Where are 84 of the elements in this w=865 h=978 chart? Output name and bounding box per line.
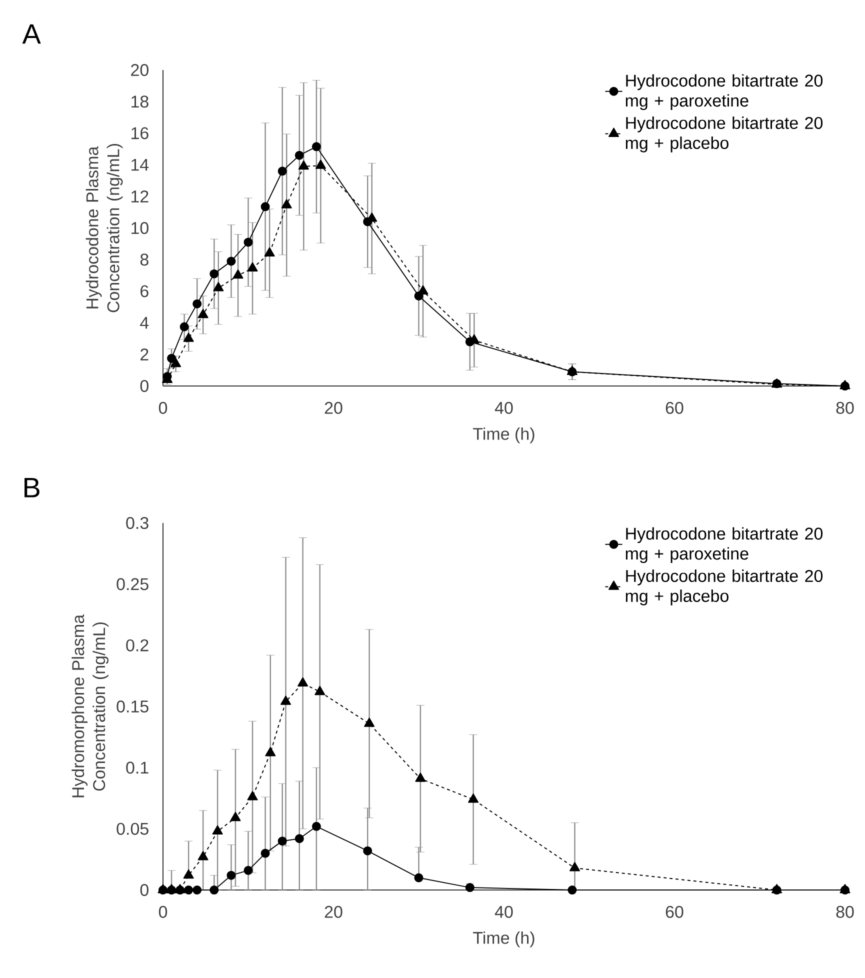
point <box>363 846 372 856</box>
y-tick-label: 18 <box>132 96 148 108</box>
point <box>298 160 309 170</box>
point <box>166 884 177 894</box>
point <box>278 836 287 846</box>
y-axis-title: Hydromorphone Plasma Concentration (ng/mL) <box>72 614 109 798</box>
point <box>210 269 219 278</box>
point <box>265 746 276 756</box>
point <box>226 256 236 266</box>
legend-label: Hydrocodone bitartrate 20 mg + paroxetine <box>626 527 823 564</box>
y-tick-label: 0.1 <box>126 762 148 774</box>
point <box>465 883 474 892</box>
y-tick-label: 8 <box>140 254 148 266</box>
point <box>226 870 236 880</box>
legend-label: Hydrocodone bitartrate 20 mg + paroxetine <box>626 74 823 110</box>
chart-title: B <box>24 478 40 498</box>
point <box>183 869 194 879</box>
point <box>210 886 219 895</box>
point <box>232 269 244 279</box>
x-tick-label: 0 <box>158 402 168 414</box>
x-axis-title: Time (h) <box>473 427 534 444</box>
point <box>192 886 202 895</box>
point <box>247 262 258 272</box>
point <box>260 202 270 212</box>
point <box>192 299 202 308</box>
x-tick-label: 40 <box>494 906 513 918</box>
point <box>183 332 194 342</box>
x-tick-label: 20 <box>324 906 342 918</box>
x-tick-label: 40 <box>494 402 513 414</box>
point <box>230 812 241 822</box>
x-axis-title: Time (h) <box>473 931 534 948</box>
y-tick-label: 20 <box>131 64 148 76</box>
x-tick-label: 80 <box>836 402 854 414</box>
point <box>315 160 326 169</box>
point <box>198 850 208 860</box>
y-tick-label: 0.05 <box>116 822 148 835</box>
point <box>281 199 292 208</box>
point <box>569 862 580 872</box>
point <box>180 322 189 332</box>
point <box>278 166 287 176</box>
point <box>260 848 270 858</box>
y-tick-label: 0.2 <box>126 639 148 652</box>
y-tick-label: 2 <box>140 348 148 360</box>
point <box>312 822 321 831</box>
y-tick-label: 10 <box>132 222 148 234</box>
point <box>212 825 223 835</box>
y-tick-label: 16 <box>132 127 148 140</box>
point <box>247 791 258 800</box>
point <box>294 150 304 160</box>
y-tick-label: 0.3 <box>126 516 148 530</box>
y-axis-title: Hydrocodone Plasma Concentration (ng/mL) <box>86 144 123 312</box>
point <box>312 142 321 152</box>
point <box>418 285 428 294</box>
chart-title: A <box>22 24 41 44</box>
y-tick-label: 6 <box>140 285 148 298</box>
point <box>244 866 253 875</box>
legend-label: Hydrocodone bitartrate 20 mg + placebo <box>626 116 823 152</box>
point <box>415 772 426 782</box>
x-tick-label: 80 <box>836 906 854 918</box>
point <box>294 834 304 844</box>
y-tick-label: 0.25 <box>116 578 148 590</box>
y-tick-label: 12 <box>132 190 148 202</box>
point <box>314 686 326 696</box>
point <box>468 793 479 803</box>
y-tick-label: 0 <box>140 884 148 896</box>
point <box>414 873 424 882</box>
point <box>264 247 275 257</box>
point <box>280 696 292 705</box>
y-tick-label: 0.15 <box>116 700 148 713</box>
x-tick-label: 60 <box>666 402 684 414</box>
legend-label: Hydrocodone bitartrate 20 mg + placebo <box>626 570 823 606</box>
point <box>198 308 208 318</box>
x-tick-label: 20 <box>324 402 342 414</box>
point <box>184 886 194 895</box>
point <box>364 718 375 727</box>
point <box>568 886 577 895</box>
y-tick-label: 14 <box>132 158 149 171</box>
point <box>298 677 308 687</box>
y-tick-label: 0 <box>140 380 148 392</box>
point <box>213 282 224 292</box>
x-tick-label: 0 <box>158 906 168 918</box>
y-tick-label: 4 <box>140 316 149 329</box>
point <box>244 238 253 247</box>
x-tick-label: 60 <box>666 906 684 918</box>
